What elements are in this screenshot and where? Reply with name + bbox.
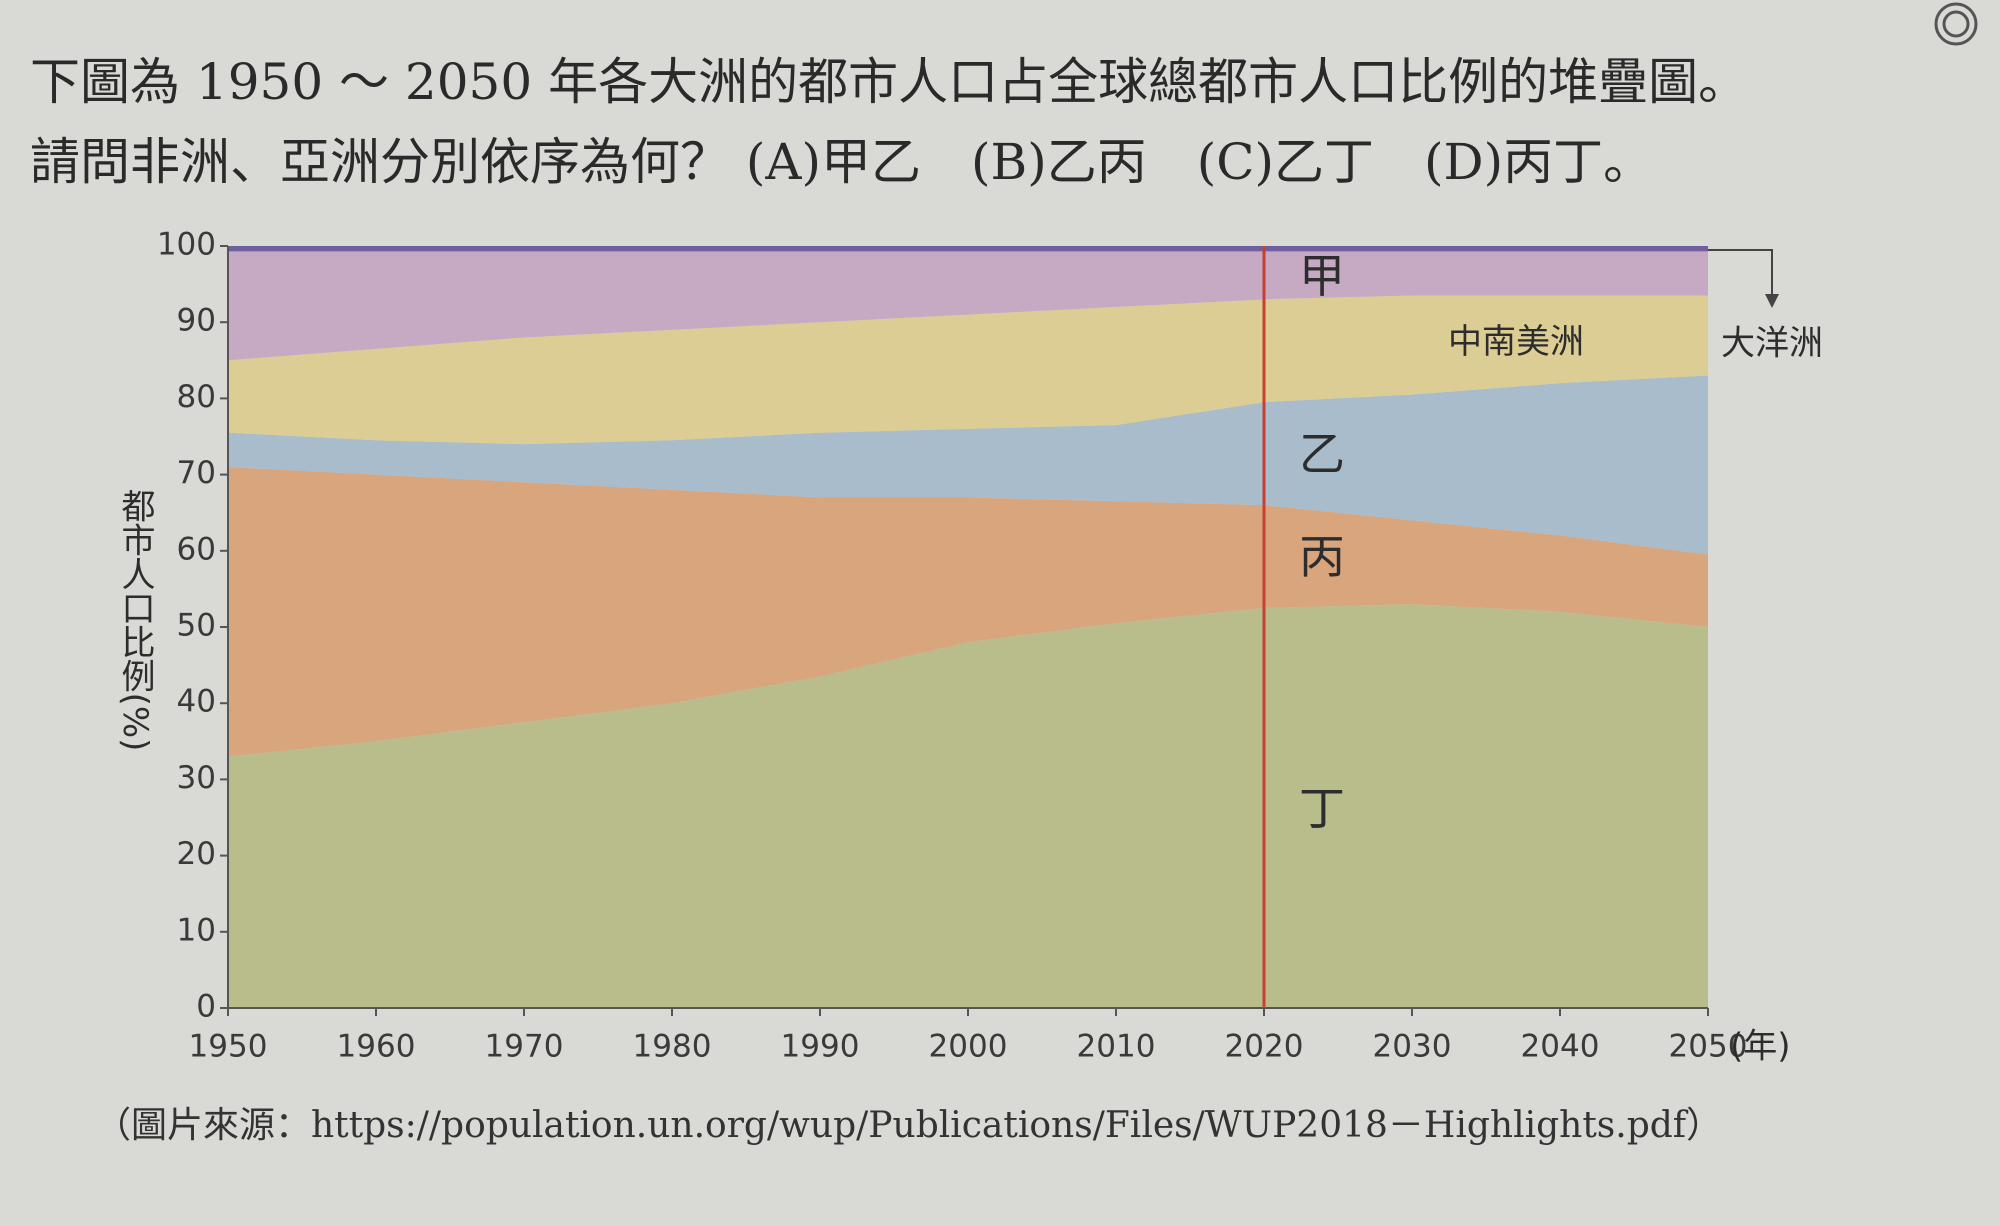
area xyxy=(228,295,1708,445)
y-tick-label: 90 xyxy=(177,303,216,339)
series-label: 大洋洲 xyxy=(1721,324,1823,364)
series-label: 甲 xyxy=(1299,249,1345,303)
area xyxy=(228,375,1708,555)
x-tick-label: 1990 xyxy=(781,1029,860,1065)
y-tick-label: 80 xyxy=(177,379,216,415)
series-label: 丁 xyxy=(1299,781,1345,835)
y-tick-label: 70 xyxy=(177,455,216,491)
area xyxy=(228,251,1708,361)
series-label: 乙 xyxy=(1299,427,1345,481)
x-tick-label: 1960 xyxy=(337,1029,416,1065)
arrow-head xyxy=(1765,294,1779,308)
icon xyxy=(1942,10,1970,38)
y-tick-label: 60 xyxy=(177,531,216,567)
x-tick-label: 2010 xyxy=(1077,1029,1156,1065)
y-tick-label: 100 xyxy=(157,227,216,263)
y-tick-label: 20 xyxy=(177,836,216,872)
series-label: 丙 xyxy=(1299,530,1345,584)
y-axis-label: 都市人口比例(%) xyxy=(115,489,155,752)
y-tick-label: 10 xyxy=(177,912,216,948)
x-tick-label: 2020 xyxy=(1225,1029,1304,1065)
area xyxy=(228,604,1708,1008)
source: （圖片來源：https://population.un.org/wup/Publ… xyxy=(95,1105,1722,1146)
arrow xyxy=(1708,249,1773,300)
question-line: 下圖為 1950 ～ 2050 年各大洲的都市人口占全球總都市人口比例的堆疊圖。 xyxy=(30,53,1748,111)
x-tick-label: 2030 xyxy=(1373,1029,1452,1065)
y-tick-label: 40 xyxy=(177,684,216,720)
x-tick-label: 1970 xyxy=(485,1029,564,1065)
x-tick-label: 2040 xyxy=(1521,1029,1600,1065)
icon xyxy=(1934,2,1978,46)
y-tick-label: 30 xyxy=(177,760,216,796)
x-tick-label: 1980 xyxy=(633,1029,712,1065)
area xyxy=(228,246,1708,252)
y-tick-label: 0 xyxy=(196,989,216,1025)
x-tick-label: 2050 xyxy=(1669,1029,1748,1065)
x-tick-label: 1950 xyxy=(189,1029,268,1065)
question-line: 請問非洲、亞洲分別依序為何？ (A)甲乙 (B)乙丙 (C)乙丁 (D)丙丁。 xyxy=(30,133,1653,191)
x-tick-label: 2000 xyxy=(929,1029,1008,1065)
area xyxy=(228,466,1708,757)
series-label: 中南美洲 xyxy=(1448,322,1584,362)
y-tick-label: 50 xyxy=(177,608,216,644)
x-axis-label: (年) xyxy=(1730,1027,1791,1067)
